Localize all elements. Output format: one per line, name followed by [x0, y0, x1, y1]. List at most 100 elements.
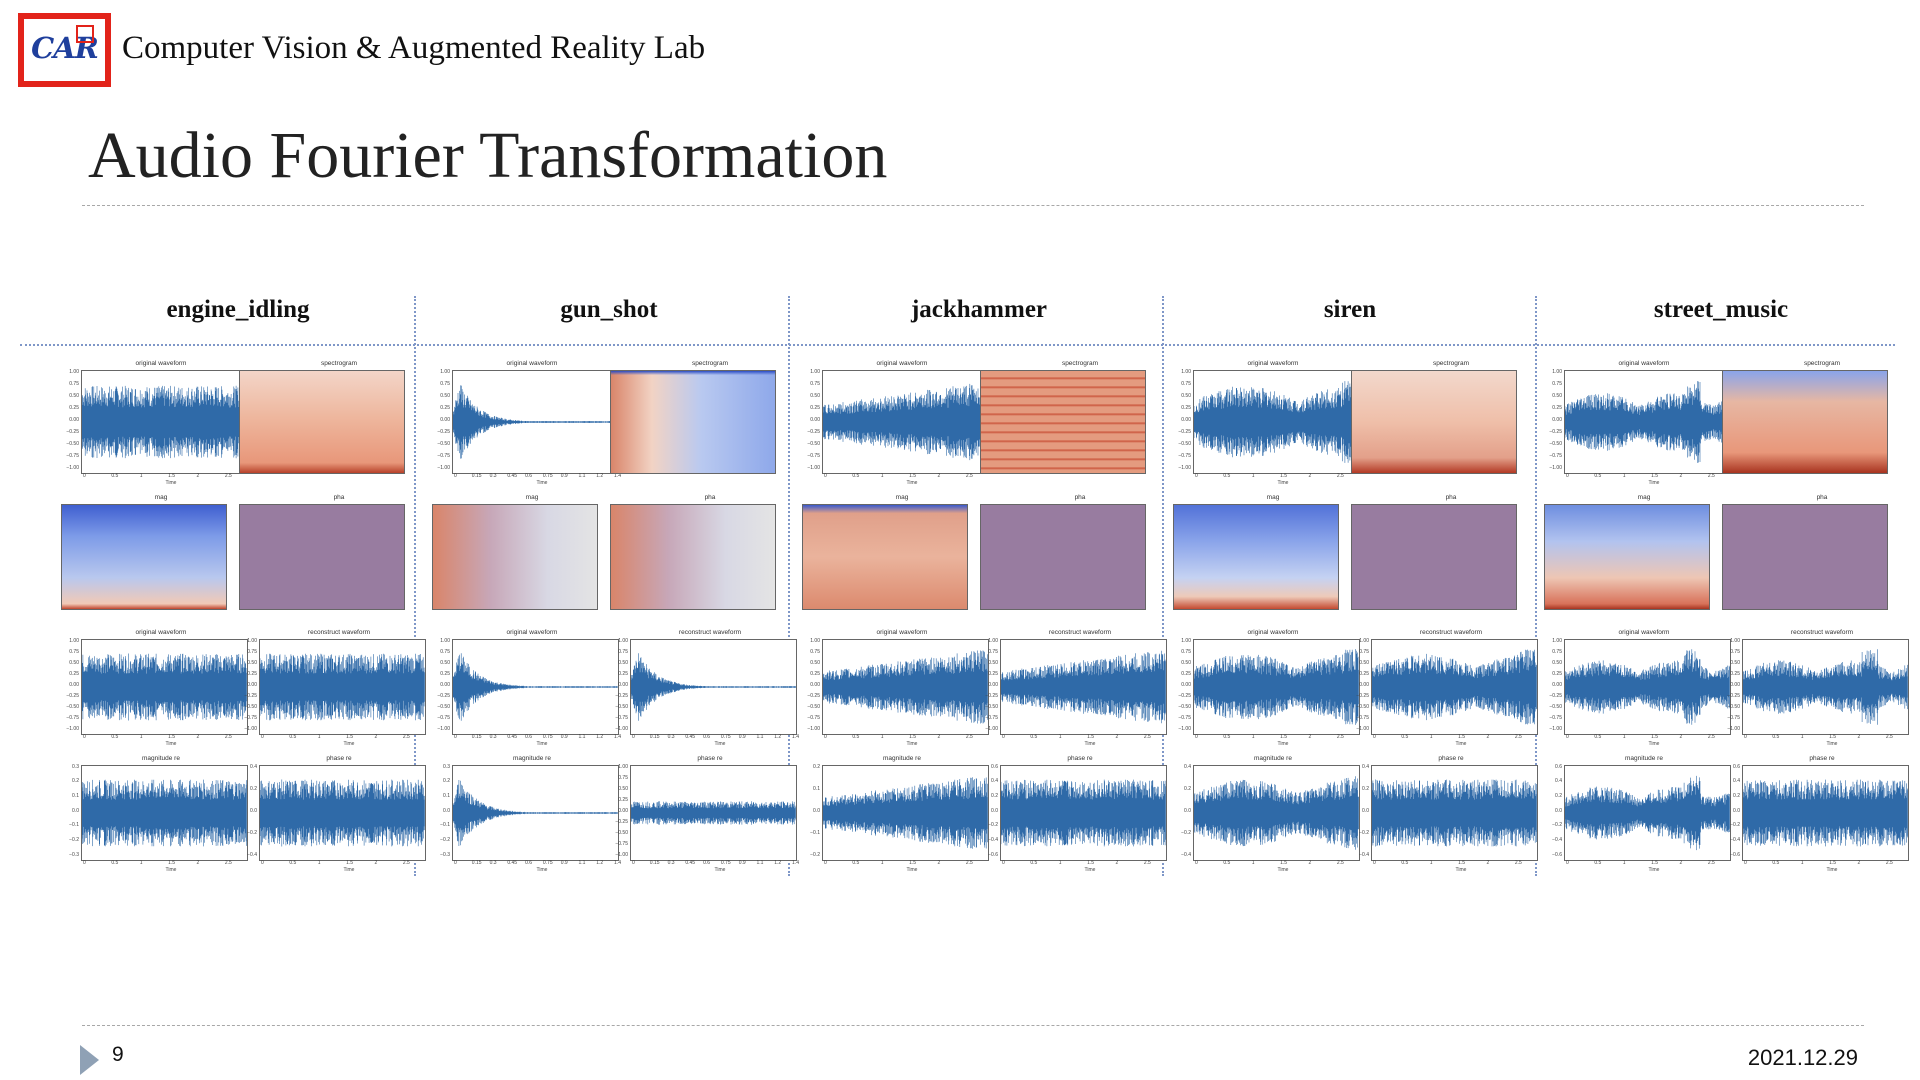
x-tick-label: 0: [1002, 734, 1005, 740]
plot-area: [822, 765, 989, 861]
y-tick-label: −0.75: [437, 452, 450, 459]
y-tick-label: −0.4: [247, 851, 257, 858]
x-tick-label: 1: [880, 860, 884, 866]
y-tick-label: −1.00: [1549, 725, 1562, 732]
y-tick-label: −1.00: [1356, 725, 1369, 732]
y-tick-label: 1.00: [1552, 637, 1562, 644]
x-tick-label: 2: [196, 860, 200, 866]
plot-area: [802, 504, 968, 610]
panel-title: pha: [333, 494, 345, 501]
x-tick-label: 0.9: [560, 473, 568, 479]
class-title-jackhammer: jackhammer: [910, 296, 1048, 323]
y-tick-label: −0.25: [437, 692, 450, 699]
panel-title: original waveform: [135, 360, 187, 367]
figure-panel: spectrogram: [239, 360, 439, 486]
x-axis-label: Time: [1277, 741, 1289, 747]
x-tick-label: 0.5: [1594, 860, 1602, 866]
x-tick-label: 1.4: [614, 734, 621, 740]
x-tick-label: 0.45: [507, 734, 518, 740]
x-tick-label: 1: [317, 734, 321, 740]
x-tick-label: 2.5: [1514, 734, 1522, 740]
x-tick-label: 1: [1800, 734, 1804, 740]
y-tick-label: 0.00: [618, 807, 628, 814]
y-tick-label: −0.50: [1727, 703, 1740, 710]
figure-panel: mag: [1544, 494, 1744, 622]
x-tick-label: 0.5: [852, 473, 860, 479]
y-tick-label: 0.25: [1730, 670, 1740, 677]
x-tick-label: 0: [1195, 473, 1198, 479]
y-tick-label: −0.25: [437, 428, 450, 435]
y-tick-label: 1.00: [810, 637, 820, 644]
x-tick-label: 0.5: [1401, 860, 1409, 866]
plot-area: [61, 504, 227, 610]
x-tick-label: 0: [454, 473, 457, 479]
x-tick-label: 0.3: [489, 734, 497, 740]
x-tick-label: 0.6: [525, 860, 533, 866]
x-tick-label: 1: [1058, 734, 1062, 740]
x-tick-label: 0.15: [471, 860, 482, 866]
y-tick-label: 0.25: [810, 670, 820, 677]
x-tick-label: 0.5: [852, 860, 860, 866]
panel-title: pha: [1445, 494, 1457, 501]
x-tick-label: 2: [196, 734, 200, 740]
y-tick-label: −0.2: [1181, 829, 1191, 836]
y-tick-label: −0.2: [810, 851, 820, 858]
x-axis-label: Time: [906, 867, 918, 873]
x-tick-label: 0: [1195, 734, 1198, 740]
plot-area: [1193, 765, 1360, 861]
x-tick-label: 1: [139, 734, 143, 740]
y-tick-label: 0.6: [991, 763, 998, 770]
x-tick-label: 1: [1251, 473, 1255, 479]
y-tick-label: −0.50: [66, 703, 79, 710]
y-tick-label: −0.25: [615, 692, 628, 699]
x-tick-label: 1: [1058, 860, 1062, 866]
x-tick-label: 1: [1622, 860, 1626, 866]
panel-title: original waveform: [1618, 629, 1670, 636]
y-tick-label: 0.25: [69, 404, 79, 411]
y-tick-label: 1.00: [1359, 637, 1369, 644]
y-tick-label: 0.2: [1733, 792, 1740, 799]
panel-title: mag: [895, 494, 909, 501]
plot-area: [1742, 639, 1909, 735]
panel-title: pha: [1074, 494, 1086, 501]
figure-panel: spectrogram: [980, 360, 1180, 486]
x-tick-label: 0.9: [560, 734, 568, 740]
y-tick-label: 0.4: [1733, 778, 1740, 785]
x-tick-label: 0.45: [685, 734, 696, 740]
panel-title: original waveform: [1247, 629, 1299, 636]
x-tick-label: 0.15: [471, 473, 482, 479]
y-tick-label: −0.75: [985, 714, 998, 721]
x-axis-label: Time: [1277, 480, 1289, 486]
y-tick-label: −0.50: [66, 440, 79, 447]
x-axis-label: Time: [165, 867, 177, 873]
y-tick-label: −0.2: [69, 836, 79, 843]
y-tick-label: 0.2: [443, 778, 450, 785]
x-tick-label: 0.75: [542, 860, 553, 866]
y-tick-label: 0.75: [1552, 648, 1562, 655]
y-tick-label: −0.75: [615, 714, 628, 721]
x-tick-label: 2.5: [1707, 860, 1715, 866]
y-tick-label: 0.50: [1359, 659, 1369, 666]
plot-area: [1371, 639, 1538, 735]
x-tick-label: 2.5: [1143, 860, 1151, 866]
y-tick-label: 0.50: [1730, 659, 1740, 666]
x-axis-label: Time: [536, 480, 548, 486]
x-tick-label: 1: [880, 734, 884, 740]
x-tick-label: 0: [261, 860, 264, 866]
x-tick-label: 1: [1251, 734, 1255, 740]
panel-title: magnitude re: [513, 755, 551, 762]
figure-panel: magnitude re 0.6 0.4 0.2 0.0 −0.2 −0.4 −0.6 0 0.5…: [1544, 755, 1744, 873]
y-tick-label: −1.00: [1178, 464, 1191, 471]
x-axis-label: Time: [1648, 741, 1660, 747]
plot-area: [980, 370, 1146, 474]
x-tick-label: 1.1: [578, 860, 586, 866]
plot-area: [452, 370, 619, 474]
y-tick-label: 0.25: [810, 404, 820, 411]
y-tick-label: 0.0: [72, 807, 79, 814]
y-tick-label: 0.00: [1359, 681, 1369, 688]
y-tick-label: 0.25: [1552, 404, 1562, 411]
figure-panel: magnitude re 0.4 0.2 0.0 −0.2 −0.4 0 0.5 1 1.5 2 2.…: [1173, 755, 1373, 873]
y-tick-label: 0.00: [810, 416, 820, 423]
y-tick-label: −1.00: [66, 464, 79, 471]
y-tick-label: −0.25: [1549, 428, 1562, 435]
